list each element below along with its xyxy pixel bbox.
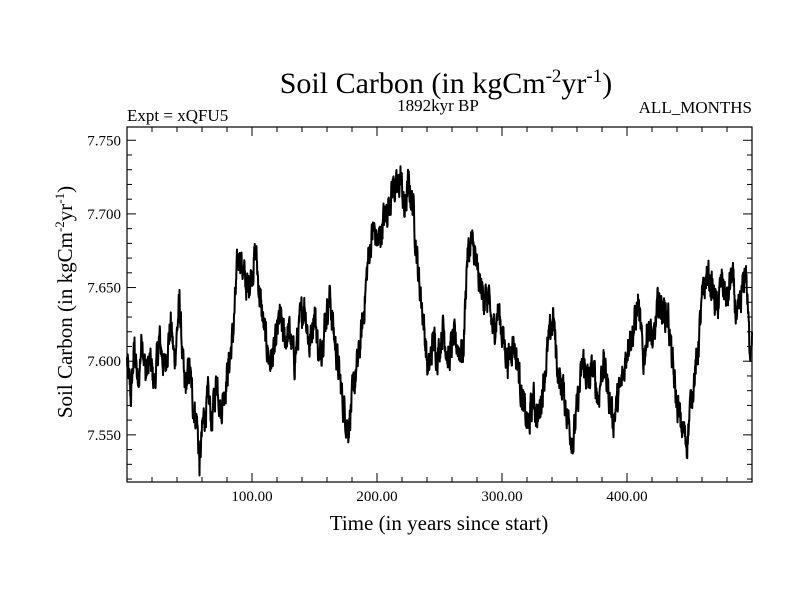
x-tick-label: 300.00 xyxy=(481,489,522,505)
y-axis-label: Soil Carbon (in kgCm-2yr-1) xyxy=(52,186,77,418)
y-axis-label-mid: yr xyxy=(53,204,77,222)
chart-title: Soil Carbon (in kgCm-2yr-1) xyxy=(280,66,613,100)
y-tick-label: 7.600 xyxy=(87,354,121,370)
x-tick-label: 400.00 xyxy=(606,489,647,505)
y-axis-label-exponent-1: -2 xyxy=(52,221,67,232)
y-tick-label: 7.550 xyxy=(87,428,121,444)
series-line-soil-carbon xyxy=(126,165,753,477)
x-axis-ticks: 100.00 200.00 300.00 400.00 xyxy=(126,127,753,505)
y-axis-label-end: ) xyxy=(53,186,77,193)
subtitle-center: 1892kyr BP xyxy=(397,96,479,115)
y-tick-label: 7.750 xyxy=(87,133,121,149)
y-tick-label: 7.650 xyxy=(87,281,121,297)
chart-title-base: Soil Carbon (in kgCm xyxy=(280,67,546,100)
plot-frame xyxy=(126,126,753,483)
subtitle-right: ALL_MONTHS xyxy=(639,98,752,117)
chart-title-exponent-2: -1 xyxy=(586,66,602,87)
y-axis-label-base: Soil Carbon (in kgCm xyxy=(53,232,77,418)
y-axis-label-exponent-2: -1 xyxy=(52,193,67,204)
x-axis-label: Time (in years since start) xyxy=(330,511,549,535)
x-tick-label: 100.00 xyxy=(231,489,272,505)
y-tick-label: 7.700 xyxy=(87,207,121,223)
y-axis-ticks: 7.550 7.600 7.650 7.700 7.750 xyxy=(87,133,752,480)
chart-title-exponent-1: -2 xyxy=(546,66,562,87)
subtitle-left: Expt = xQFU5 xyxy=(127,106,228,125)
x-tick-label: 200.00 xyxy=(356,489,397,505)
chart-title-mid: yr xyxy=(561,67,586,100)
chart-title-end: ) xyxy=(602,67,612,100)
